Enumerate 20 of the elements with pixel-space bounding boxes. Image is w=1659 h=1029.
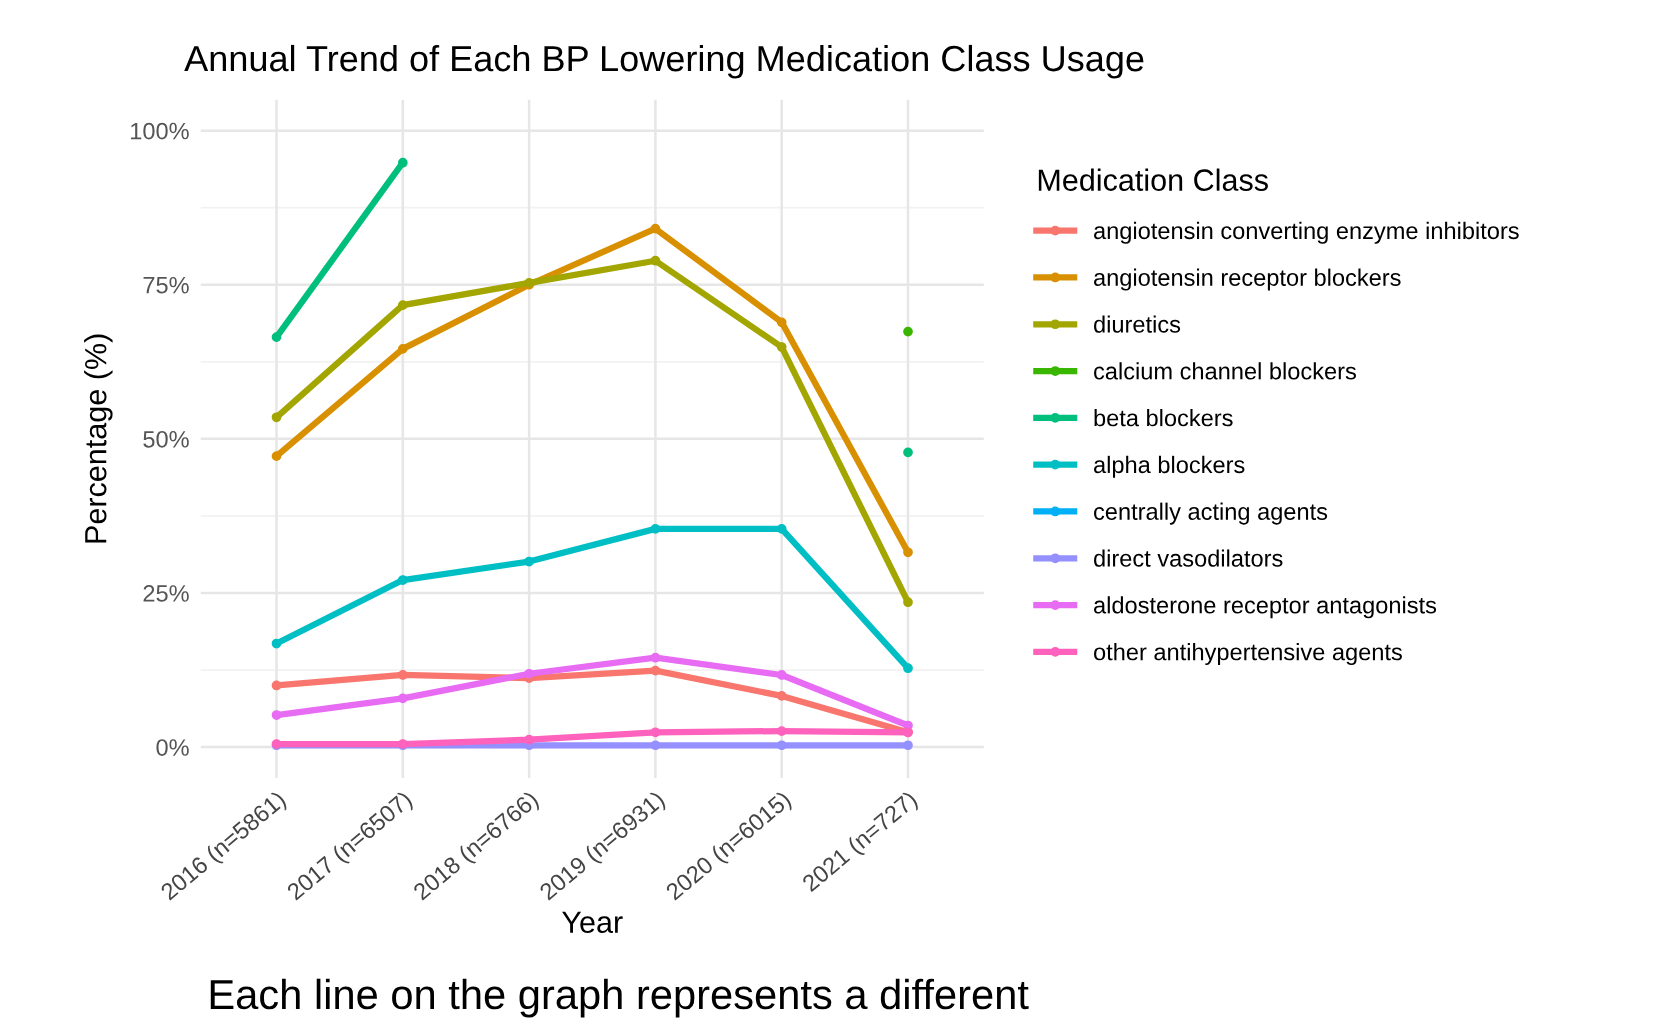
y-tick-label: 100% <box>131 122 189 140</box>
legend-label: diuretics <box>1094 315 1181 333</box>
chart-title: Annual Trend of Each BP Lowering Medication Class Usage <box>184 44 1144 79</box>
legend-title: Medication Class <box>1038 168 1268 191</box>
legend-label: calcium channel blockers <box>1094 362 1356 380</box>
legend-label: other antihypertensive agents <box>1094 643 1402 666</box>
legend-label: beta blockers <box>1094 409 1233 427</box>
legend-label: angiotensin receptor blockers <box>1094 268 1401 291</box>
x-axis-title: Year <box>562 911 623 934</box>
legend-label: alpha blockers <box>1094 455 1245 478</box>
text: Each line on the graph represents a different <box>210 978 1029 1018</box>
y-tick-label: 50% <box>143 430 189 448</box>
y-tick-label: 0% <box>156 739 189 756</box>
legend-label: direct vasodilators <box>1094 549 1283 567</box>
legend-label: angiotensin converting enzyme inhibitors <box>1094 221 1519 244</box>
y-axis-title: Percentage (%) <box>84 334 113 543</box>
legend-label: centrally acting agents <box>1094 502 1328 525</box>
legend-label: aldosterone receptor antagonists <box>1094 596 1437 619</box>
y-tick-label: 25% <box>143 585 189 602</box>
y-tick-label: 75% <box>143 276 189 294</box>
